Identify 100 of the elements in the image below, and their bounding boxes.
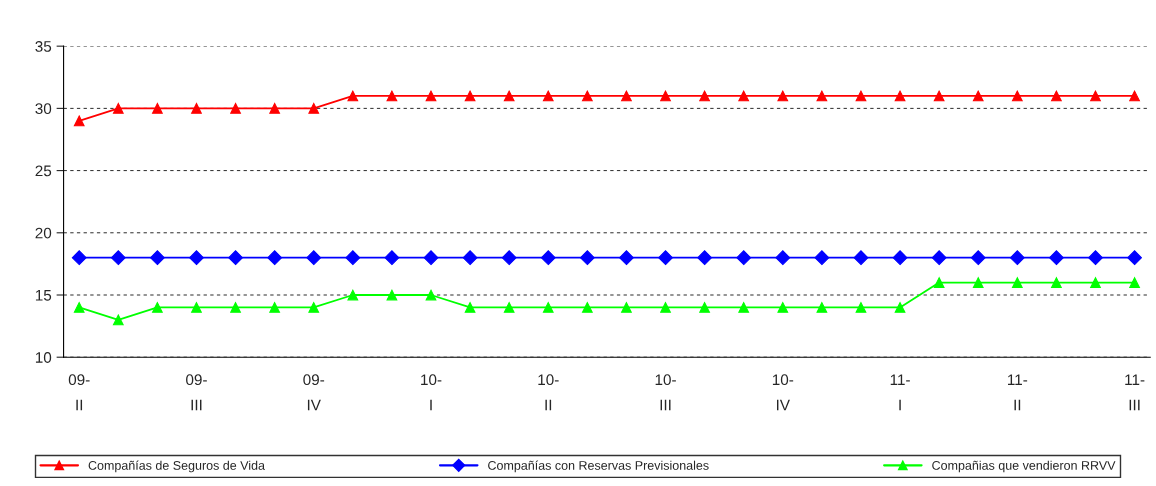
point: [542, 90, 554, 102]
x-tick-label: 09- IV: [303, 374, 325, 411]
x-tick-label: 10- III: [655, 374, 676, 411]
point: [347, 289, 359, 301]
x-tick-label: 10- II: [538, 374, 559, 411]
point: [1049, 250, 1064, 266]
point: [1011, 277, 1023, 288]
point: [660, 90, 671, 102]
point: [775, 250, 791, 266]
point: [269, 103, 281, 114]
point: [660, 302, 671, 313]
point: [112, 314, 124, 326]
point: [738, 302, 750, 313]
point: [425, 289, 437, 301]
point: [855, 302, 867, 313]
point: [73, 302, 85, 313]
point: [191, 103, 202, 114]
point: [933, 277, 945, 288]
point: [814, 250, 830, 266]
point: [228, 250, 243, 266]
point: [933, 90, 945, 102]
point: [230, 103, 241, 114]
point: [386, 289, 398, 301]
point: [697, 250, 713, 266]
point: [1129, 277, 1140, 288]
point: [699, 302, 710, 313]
point: [1051, 90, 1062, 102]
point: [386, 90, 398, 102]
point: [110, 250, 126, 266]
x-tick-label: 11- III: [1125, 374, 1145, 411]
point: [699, 90, 710, 102]
point: [384, 250, 400, 266]
point: [894, 302, 906, 313]
point: [73, 115, 85, 127]
point: [581, 302, 593, 313]
point: [345, 250, 361, 266]
x-tick-label: 10- IV: [772, 374, 794, 411]
legend-label: Compañías de Seguros de Vida: [88, 460, 265, 473]
point: [579, 250, 595, 266]
point: [425, 90, 437, 102]
point: [1129, 90, 1140, 102]
point: [269, 302, 281, 313]
point: [152, 103, 163, 114]
point: [816, 90, 828, 102]
point: [736, 250, 752, 266]
point: [540, 250, 556, 266]
point: [308, 302, 320, 313]
point: [658, 250, 673, 266]
point: [1127, 250, 1142, 266]
point: [853, 250, 869, 266]
point: [112, 103, 124, 114]
point: [738, 90, 750, 102]
point: [308, 103, 320, 114]
point: [503, 90, 515, 102]
point: [542, 302, 554, 313]
y-tick-label: 20: [35, 227, 52, 239]
x-tick-label: 11- I: [890, 374, 910, 411]
point: [816, 302, 828, 313]
legend-label: Compañias que vendieron RRVV: [932, 460, 1116, 473]
point: [931, 250, 947, 266]
point: [972, 90, 984, 102]
point: [855, 90, 867, 102]
point: [894, 90, 906, 102]
point: [1090, 90, 1101, 102]
x-tick-label: 09- II: [68, 374, 90, 411]
point: [230, 302, 241, 313]
point: [501, 250, 517, 266]
x-tick-label: 11- II: [1008, 374, 1028, 411]
y-tick-label: 35: [35, 41, 52, 52]
point: [892, 250, 908, 266]
point: [621, 90, 632, 102]
point: [1009, 250, 1025, 266]
y-tick-label: 25: [35, 165, 52, 177]
point: [970, 250, 986, 266]
point: [621, 302, 632, 313]
point: [152, 302, 163, 313]
point: [1051, 277, 1062, 288]
point: [1090, 277, 1101, 288]
point: [464, 90, 476, 102]
x-tick-label: 09- III: [186, 374, 207, 411]
point: [347, 90, 359, 102]
y-tick-label: 15: [35, 290, 52, 301]
point: [1011, 90, 1023, 102]
point: [972, 277, 984, 288]
point: [503, 302, 515, 313]
x-tick-label: 10- I: [421, 374, 442, 411]
point: [189, 250, 204, 266]
point: [191, 302, 202, 313]
y-tick-label: 30: [35, 103, 52, 115]
point: [267, 250, 283, 266]
point: [777, 302, 789, 313]
point: [619, 250, 634, 266]
point: [581, 90, 593, 102]
point: [777, 90, 789, 102]
point: [1088, 250, 1103, 266]
legend-label: Compañías con Reservas Previsionales: [488, 460, 709, 473]
y-tick-label: 10: [35, 352, 52, 363]
point: [462, 250, 478, 266]
point: [150, 250, 165, 266]
point: [464, 302, 476, 313]
